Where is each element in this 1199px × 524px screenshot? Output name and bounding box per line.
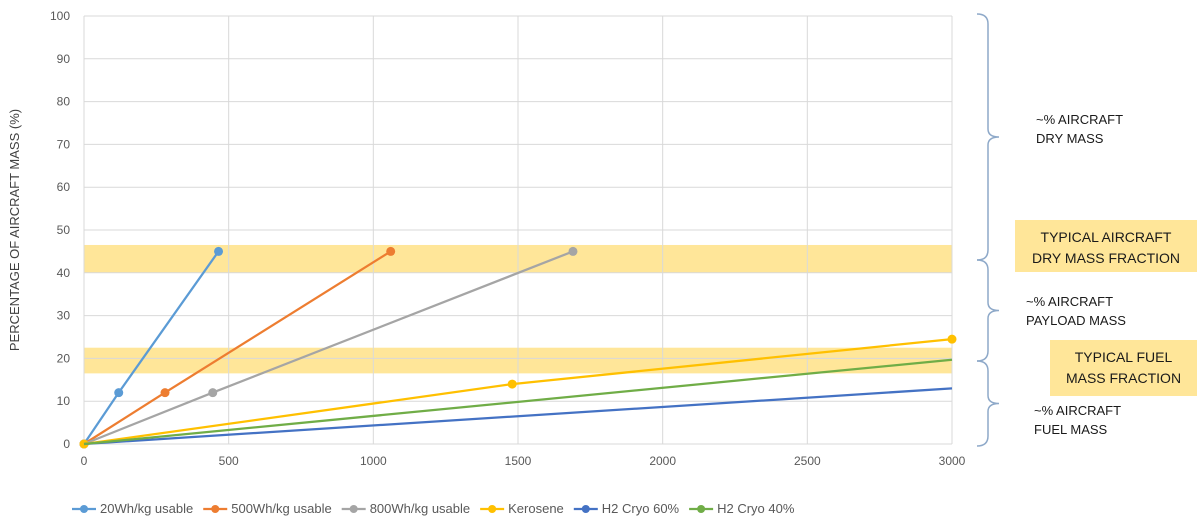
annotation-line: ~% AIRCRAFT xyxy=(1034,403,1121,418)
legend-marker xyxy=(211,505,220,513)
legend-marker xyxy=(349,505,358,513)
label-box-text: TYPICAL FUEL xyxy=(1075,349,1173,365)
y-tick-label: 90 xyxy=(57,52,71,66)
grid xyxy=(83,15,953,445)
braces xyxy=(976,13,1000,447)
y-tick-label: 70 xyxy=(57,137,71,151)
series-line-h2-cryo-40 xyxy=(83,358,953,446)
x-axis-ticks: 0 500 1000 1500 2000 2500 3000 xyxy=(81,454,966,468)
y-axis-ticks: 0 10 20 30 40 50 60 70 80 90 100 xyxy=(50,9,70,451)
y-tick-label: 60 xyxy=(57,180,71,194)
label-box-text: MASS FRACTION xyxy=(1066,370,1181,386)
brace-payload-mass xyxy=(976,259,1000,362)
series-lines xyxy=(79,246,957,449)
x-tick-label: 1500 xyxy=(505,454,532,468)
annotation-line: ~% AIRCRAFT xyxy=(1026,294,1113,309)
y-tick-label: 40 xyxy=(57,266,71,280)
label-box xyxy=(1015,220,1197,272)
legend-label: H2 Cryo 40% xyxy=(717,501,795,516)
legend-label: 500Wh/kg usable xyxy=(231,501,331,516)
x-tick-label: 2000 xyxy=(649,454,676,468)
y-tick-label: 80 xyxy=(57,95,71,109)
legend-marker xyxy=(581,505,590,513)
legend-marker xyxy=(488,505,497,513)
y-tick-label: 10 xyxy=(57,394,71,408)
y-tick-label: 100 xyxy=(50,9,70,23)
data-point xyxy=(160,388,170,398)
data-point xyxy=(507,379,517,389)
brace-dry-mass xyxy=(976,13,1000,261)
legend-label: 800Wh/kg usable xyxy=(370,501,470,516)
data-point xyxy=(947,334,957,344)
data-point xyxy=(568,246,578,256)
legend-label: H2 Cryo 60% xyxy=(602,501,680,516)
series-line-h2-cryo-60 xyxy=(83,387,953,446)
annotation-line: FUEL MASS xyxy=(1034,422,1108,437)
data-point xyxy=(208,388,218,398)
x-tick-label: 500 xyxy=(219,454,239,468)
annotation-line: DRY MASS xyxy=(1036,131,1104,146)
y-tick-label: 50 xyxy=(57,223,71,237)
annotations: ~% AIRCRAFT DRY MASS ~% AIRCRAFT PAYLOAD MA… xyxy=(1026,112,1126,437)
label-box xyxy=(1050,340,1197,396)
annotation-line: ~% AIRCRAFT xyxy=(1036,112,1123,127)
brace-fuel-mass xyxy=(976,360,1000,447)
label-box-text: DRY MASS FRACTION xyxy=(1032,250,1180,266)
data-point xyxy=(114,388,124,398)
legend-label: 20Wh/kg usable xyxy=(100,501,193,516)
data-point xyxy=(386,246,396,256)
x-tick-label: 1000 xyxy=(360,454,387,468)
legend-marker xyxy=(697,505,706,513)
legend-label: Kerosene xyxy=(508,501,564,516)
y-tick-label: 20 xyxy=(57,351,71,365)
annotation-line: PAYLOAD MASS xyxy=(1026,313,1126,328)
label-box-text: TYPICAL AIRCRAFT xyxy=(1041,229,1172,245)
x-tick-label: 0 xyxy=(81,454,88,468)
legend: 20Wh/kg usable 500Wh/kg usable 800Wh/kg us… xyxy=(72,501,795,516)
legend-marker xyxy=(80,505,88,513)
boxed-labels: TYPICAL AIRCRAFT DRY MASS FRACTION TYPICAL… xyxy=(1015,220,1197,396)
x-tick-label: 3000 xyxy=(939,454,966,468)
y-axis-title: PERCENTAGE OF AIRCRAFT MASS (%) xyxy=(7,109,22,351)
x-tick-label: 2500 xyxy=(794,454,821,468)
y-tick-label: 0 xyxy=(63,437,70,451)
y-tick-label: 30 xyxy=(57,309,71,323)
data-point xyxy=(214,246,224,256)
